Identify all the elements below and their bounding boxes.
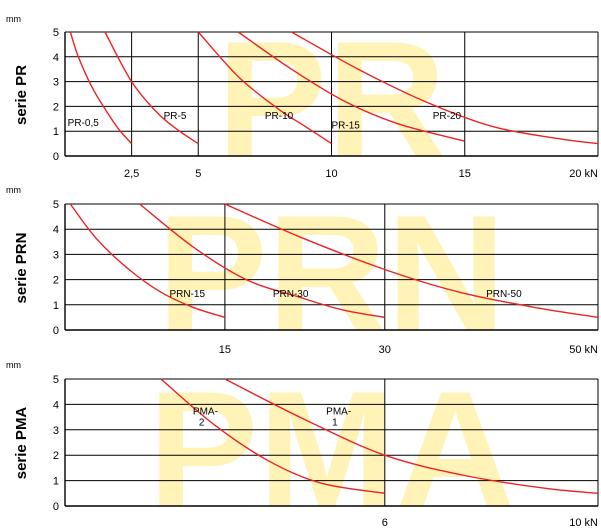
series-label: PMA-1 [326,407,351,429]
series-label: PR-20 [433,111,462,122]
series-label: PMA-2 [193,407,218,429]
y-tick-label: 3 [53,425,59,437]
x-tick-label: 2,5 [124,168,139,180]
y-tick-label: 0 [53,501,59,513]
y-unit-label: mm [6,360,21,370]
y-tick-label: 4 [53,399,59,411]
y-tick-label: 1 [53,300,59,312]
y-tick-label: 2 [53,275,59,287]
series-line-pr-20 [291,31,599,145]
y-tick-label: 4 [53,224,59,236]
series-label: PRN-15 [169,289,205,300]
series-line-pr-0-5 [69,31,133,145]
series-line-prn-30 [139,203,385,319]
y-tick-label: 2 [53,101,59,113]
chart-title: serie PRN [13,233,30,304]
watermark-text: PMA [148,357,515,531]
series-line-prn-15 [69,203,226,319]
chart-panel-3: PMA 0 1 2 3 4 5 6 10 kN mm serie PMA PMA-2 PMA-1 [6,357,599,531]
x-tick-label: 10 kN [569,517,598,529]
y-tick-label: 5 [53,199,59,211]
y-tick-label: 3 [53,249,59,261]
y-unit-label: mm [6,185,21,195]
series-label: PR-15 [332,121,361,132]
chart-panel-2: PRN 0 1 2 3 4 5 15 30 50 kN mm serie PRN PRN-15 PRN-3… [6,181,599,365]
y-tick-label: 5 [53,27,59,39]
x-tick-label: 50 kN [569,344,598,356]
series-line-pr-10 [197,31,332,145]
y-tick-label: 0 [53,325,59,337]
x-tick-label: 15 [459,168,471,180]
series-line-prn-50 [224,203,599,319]
x-tick-label: 5 [195,168,201,180]
series-label: PR-10 [265,111,294,122]
x-tick-label: 30 [379,344,391,356]
series-line-pma-2 [160,378,385,494]
series-label: PRN-30 [273,289,309,300]
series-label: PRN-50 [486,289,522,300]
y-tick-label: 4 [53,52,59,64]
y-tick-label: 2 [53,450,59,462]
y-tick-label: 0 [53,151,59,163]
series-line-pr-5 [104,31,199,145]
chart-title: serie PR [13,65,30,125]
y-tick-label: 1 [53,476,59,488]
series-label: PR-5 [164,111,187,122]
y-tick-label: 1 [53,126,59,138]
series-label: PR-0,5 [68,118,100,129]
y-tick-label: 5 [53,374,59,386]
y-unit-label: mm [6,14,21,24]
series-line-pr-15 [237,31,465,142]
y-tick-label: 3 [53,77,59,89]
x-tick-label: 15 [219,344,231,356]
x-tick-label: 6 [382,517,388,529]
chart-title: serie PMA [13,407,30,480]
x-tick-label: 10 [325,168,337,180]
x-tick-label: 20 kN [569,168,598,180]
series-line-pma-1 [224,378,599,494]
watermark-text: PRN [157,181,505,365]
